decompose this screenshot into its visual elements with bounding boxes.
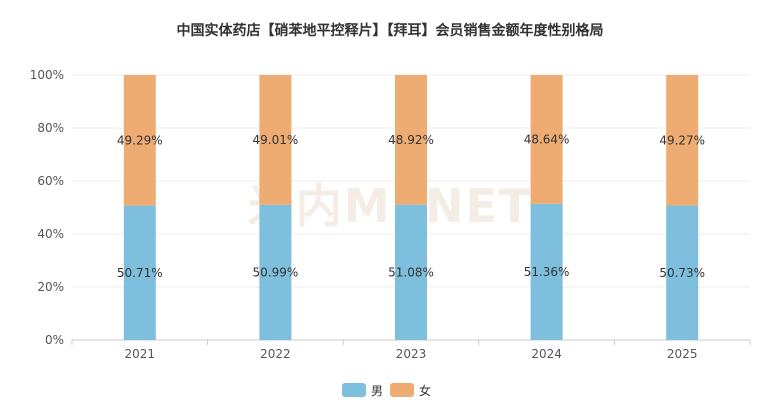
data-label: 49.27% xyxy=(659,133,705,147)
chart-title: 中国实体药店【硝苯地平控释片】【拜耳】会员销售金额年度性别格局 xyxy=(177,22,604,39)
x-tick-label: 2024 xyxy=(531,347,562,361)
x-tick-label: 2022 xyxy=(260,347,291,361)
bar-male xyxy=(666,205,699,340)
x-axis: 2021 2022 2023 2024 2025 xyxy=(71,340,751,361)
data-label: 50.71% xyxy=(117,266,163,280)
x-tick-label: 2021 xyxy=(125,347,156,361)
legend-label[interactable]: 男 xyxy=(371,384,383,398)
x-tick-label: 2023 xyxy=(396,347,427,361)
data-label: 48.92% xyxy=(388,133,434,147)
watermark: 米内MENET xyxy=(248,179,533,233)
y-tick-label: 100% xyxy=(30,68,64,82)
y-axis: 0% 20% 40% 60% 80% 100% xyxy=(30,68,64,347)
bar-female xyxy=(123,75,156,206)
bar-male xyxy=(259,204,292,340)
x-tick-label: 2025 xyxy=(667,347,698,361)
bars xyxy=(123,75,699,340)
bar-male xyxy=(395,204,427,340)
data-label: 51.08% xyxy=(388,265,434,279)
data-label: 50.99% xyxy=(253,265,299,279)
legend-swatch-male[interactable] xyxy=(342,383,366,397)
legend[interactable]: 男女 xyxy=(342,383,431,398)
bar-female xyxy=(259,75,292,205)
bar-male xyxy=(530,203,563,340)
bar-female xyxy=(666,75,699,206)
data-label: 51.36% xyxy=(524,265,570,279)
y-tick-label: 40% xyxy=(37,227,64,241)
data-label: 48.64% xyxy=(524,132,570,146)
y-tick-label: 80% xyxy=(37,121,64,135)
data-label: 50.73% xyxy=(659,266,705,280)
y-tick-label: 0% xyxy=(45,333,64,347)
bar-female xyxy=(530,75,563,204)
data-label: 49.01% xyxy=(253,133,299,147)
bar-male xyxy=(123,205,156,340)
y-tick-label: 20% xyxy=(37,280,64,294)
bar-female xyxy=(395,75,427,205)
data-label: 49.29% xyxy=(117,133,163,147)
legend-swatch-female[interactable] xyxy=(390,383,414,397)
data-labels: 50.71% 49.29% 50.99% 49.01% 51.08% 48.92% 51.3… xyxy=(117,132,705,279)
legend-label[interactable]: 女 xyxy=(419,383,431,398)
y-tick-label: 60% xyxy=(37,174,64,188)
